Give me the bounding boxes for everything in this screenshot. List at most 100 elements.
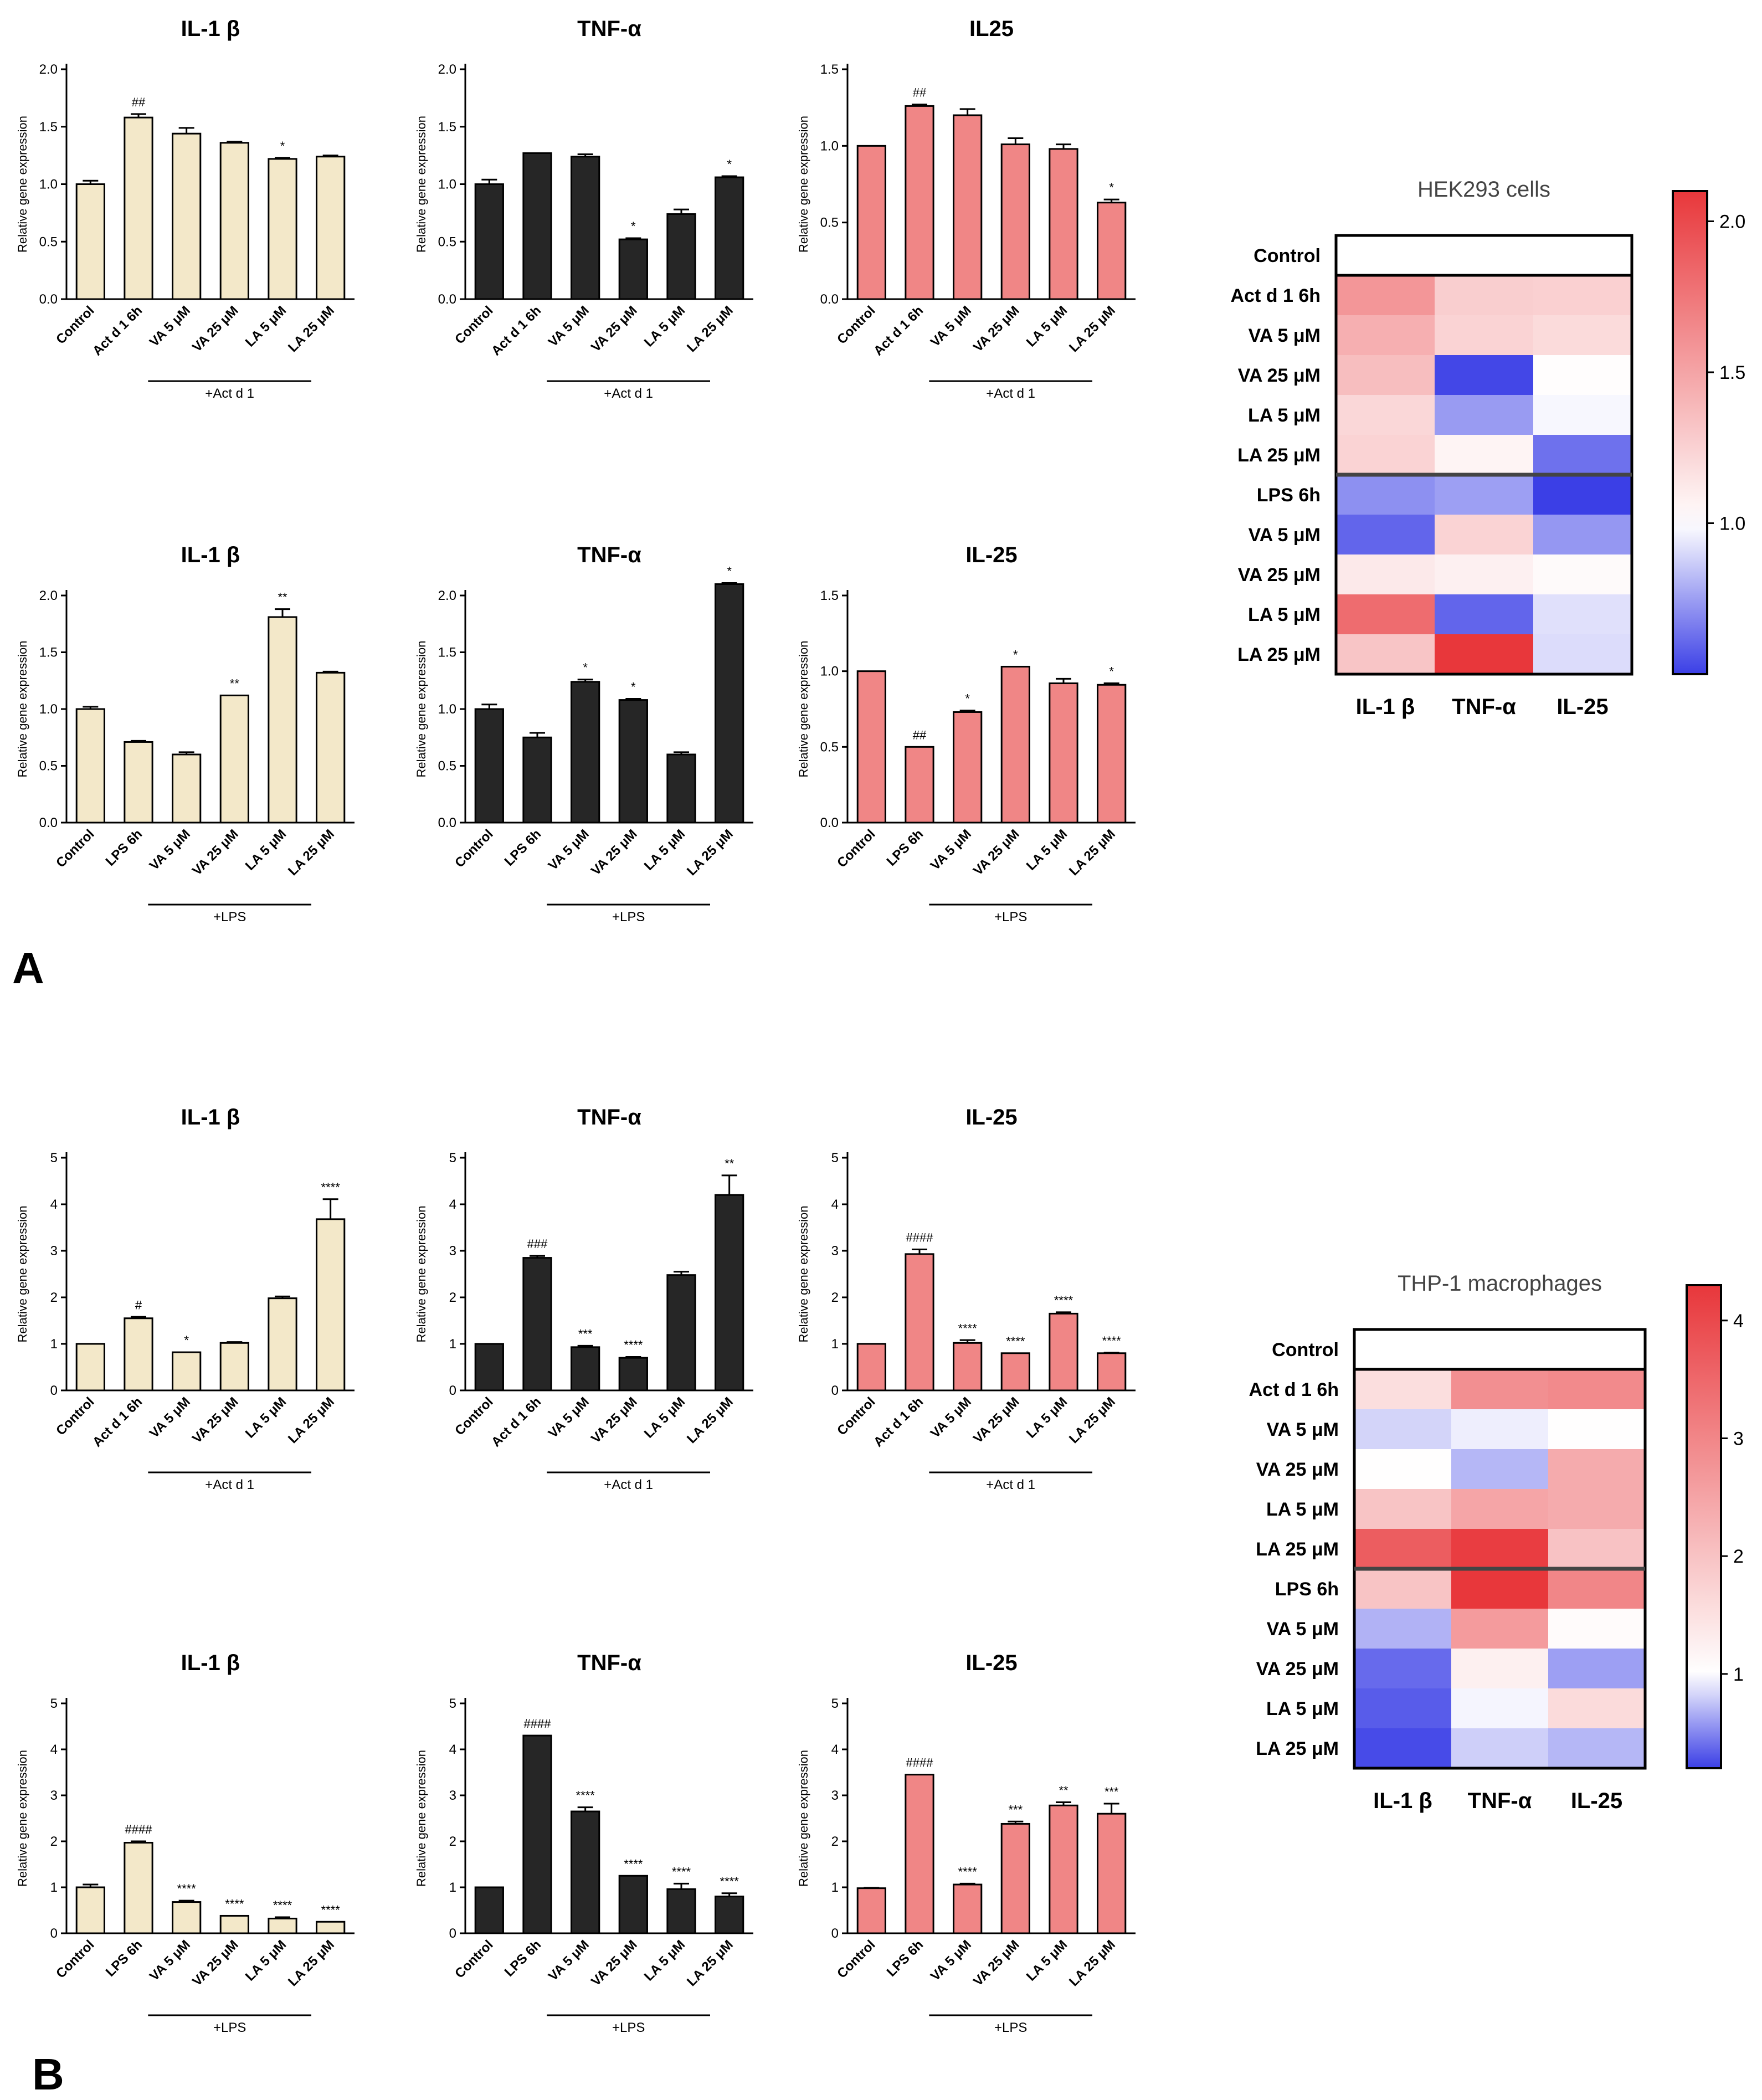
heatmap-row-label: LPS 6h [1257,485,1321,506]
y-tick-label: 4 [449,1197,456,1212]
heatmap-cell [1548,1409,1645,1449]
significance-label: * [1109,181,1114,194]
y-tick-label: 0.5 [39,759,58,774]
heatmap-border [1334,234,1633,676]
heatmap-column-label: IL-25 [1556,695,1608,719]
significance-label: **** [225,1897,244,1911]
bar [522,736,552,824]
bar [905,746,934,824]
bar [666,753,696,824]
heatmap-cell [1533,634,1632,674]
x-tick-label: Control [834,1937,878,1981]
bar [268,1297,297,1392]
chart-title: IL25 [969,17,1014,41]
heatmap-cell [1336,315,1435,355]
bar [522,1734,552,1934]
bar [1097,1352,1127,1392]
bar [905,1774,934,1934]
y-axis-label: Relative gene expression [16,640,29,777]
y-tick-label: 0.0 [438,815,456,830]
y-tick-label: 0.0 [39,292,58,307]
bar [316,156,346,300]
heatmap-cell [1548,1369,1645,1409]
y-tick-label: 0 [449,1926,456,1941]
heatmap-column-label: IL-1 β [1356,695,1415,719]
chart-title: IL-1 β [181,1651,240,1675]
heatmap-cell [1354,1409,1451,1449]
significance-label: *** [1105,1785,1119,1799]
bar [75,183,105,300]
significance-label: **** [1054,1293,1073,1307]
x-tick-label: LA 5 μM [243,1937,289,1984]
significance-label: * [1013,648,1018,661]
group-label: +LPS [994,910,1027,925]
heatmap-cell [1336,515,1435,554]
x-tick-label: LA 25 μM [1066,303,1118,355]
bar [474,1343,504,1392]
y-tick-label: 0.5 [39,234,58,249]
bar [219,694,249,824]
significance-label: *** [1008,1803,1023,1816]
x-tick-label: VA 25 μM [970,826,1023,879]
bar [1049,148,1078,300]
chart-title: IL-1 β [181,1105,240,1129]
x-tick-label: Control [452,1937,496,1981]
heatmap-row-label: VA 25 μM [1256,1459,1339,1480]
heatmap-cell [1336,594,1435,634]
x-tick-label: LPS 6h [103,1937,146,1980]
bar [856,145,886,300]
x-tick-label: VA 5 μM [928,1937,974,1984]
x-tick-label: LA 25 μM [1066,1937,1118,1989]
y-tick-label: 0 [831,1926,839,1941]
heatmap-title: HEK293 cells [1417,177,1550,202]
y-tick-label: 4 [831,1742,839,1757]
bar [124,1841,153,1934]
y-tick-label: 1 [449,1337,456,1352]
bar [268,1917,297,1934]
y-tick-label: 2 [831,1834,839,1849]
colorbar-tick-label: 3 [1733,1428,1744,1449]
bar-chart-b-1-3: IL-25 Relative gene expression 0 1 2 3 4 5 Contr… [797,1105,1136,1492]
heatmap-cell [1451,1409,1548,1449]
heatmap-column-label: IL-25 [1571,1789,1622,1813]
y-tick-label: 1 [831,1337,839,1352]
y-axis-label: Relative gene expression [797,1205,810,1342]
bar [715,583,744,824]
bar [316,1218,346,1392]
x-tick-label: Control [834,303,878,347]
heatmap-cell [1354,1449,1451,1489]
significance-label: #### [125,1822,153,1836]
heatmap-cell [1451,1569,1548,1609]
x-tick-label: Act d 1 6h [489,1394,544,1450]
bar [172,132,202,300]
x-tick-label: Act d 1 6h [871,303,926,358]
y-tick-label: 1.5 [820,62,839,77]
x-tick-label: VA 25 μM [970,1937,1023,1989]
significance-label: **** [720,1875,739,1888]
significance-label: **** [1102,1334,1122,1348]
significance-label: ### [527,1237,548,1251]
significance-label: ## [913,728,927,742]
bar [571,1810,600,1934]
heatmap-cell [1354,1728,1451,1768]
bar-chart-a-1-2: TNF-α Relative gene expression 0.0 0.5 1.0 1.… [414,17,753,401]
y-tick-label: 3 [50,1788,58,1803]
x-tick-label: VA 5 μM [147,826,193,873]
heatmap-cell [1533,475,1632,515]
bar-chart-a-2-1: IL-1 β Relative gene expression 0.0 0.5 1.0 1… [16,543,355,925]
group-label: +Act d 1 [986,1477,1035,1492]
heatmap-row-label: VA 25 μM [1256,1659,1339,1680]
chart-title: TNF-α [577,543,641,567]
bar [571,1346,600,1392]
y-tick-label: 2 [831,1290,839,1305]
significance-label: **** [576,1789,595,1803]
group-label: +LPS [213,2020,246,2035]
significance-label: # [135,1298,142,1312]
bar [522,152,552,300]
bar [905,105,934,300]
x-tick-label: VA 5 μM [546,303,592,350]
bar [75,1886,105,1934]
significance-label: #### [906,1756,934,1770]
bar [268,158,297,300]
x-tick-label: VA 5 μM [928,1394,974,1441]
